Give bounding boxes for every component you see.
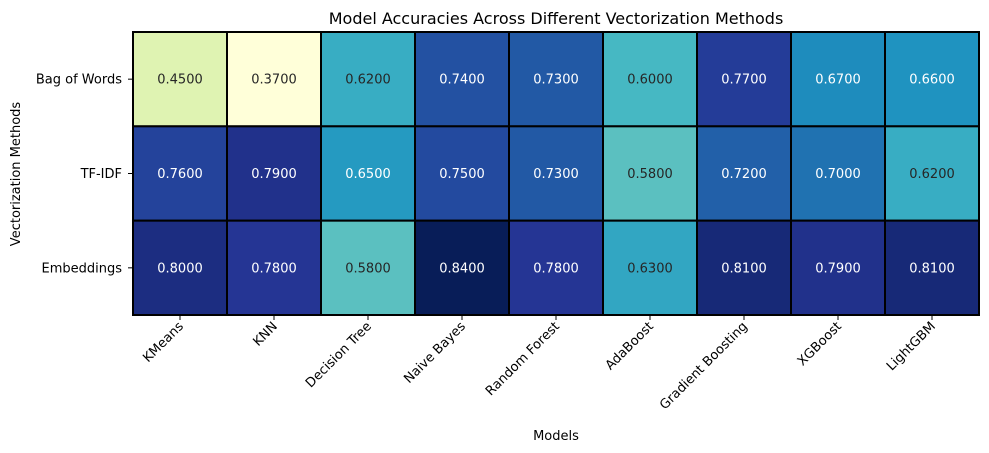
heatmap-cell — [696, 125, 792, 222]
heatmap-cell — [508, 219, 604, 317]
heatmap-cell — [414, 219, 510, 317]
heatmap-cells: 0.4500 0.3700 0.6200 0.7400 0.7300 0.6000 0.77… — [132, 31, 980, 317]
x-tick-label: Naive Bayes — [401, 319, 469, 387]
cell-value-label: 0.5800 — [627, 167, 673, 182]
cell-value-label: 0.7900 — [251, 167, 297, 182]
cell-value-label: 0.7800 — [251, 261, 297, 276]
cell-value-label: 0.3700 — [251, 73, 297, 88]
cell-value-label: 0.6000 — [627, 73, 673, 88]
cell-value-label: 0.8000 — [157, 261, 203, 276]
cell-value-label: 0.8100 — [721, 261, 767, 276]
cell-value-label: 0.7800 — [533, 261, 579, 276]
cell-value-label: 0.6600 — [909, 73, 955, 88]
y-tick-label: TF-IDF — [80, 167, 122, 182]
heatmap-cell — [508, 125, 604, 222]
x-tick-label: KMeans — [140, 319, 187, 366]
cell-value-label: 0.4500 — [157, 73, 203, 88]
heatmap-cell — [226, 31, 322, 128]
y-axis-label: Vectorization Methods — [9, 102, 24, 247]
heatmap-cell — [884, 125, 980, 222]
cell-value-label: 0.8400 — [439, 261, 485, 276]
x-tick-label: AdaBoost — [603, 319, 657, 373]
y-axis-ticks: Bag of Words TF-IDF Embeddings — [36, 73, 133, 276]
heatmap-cell — [790, 125, 886, 222]
x-tick-label: Decision Tree — [303, 319, 375, 391]
x-tick-label: LightGBM — [884, 319, 939, 374]
heatmap-cell — [132, 219, 228, 317]
cell-value-label: 0.6300 — [627, 261, 673, 276]
cell-value-label: 0.6200 — [345, 73, 391, 88]
cell-value-label: 0.7600 — [157, 167, 203, 182]
heatmap-cell — [320, 31, 416, 128]
x-axis-ticks: KMeans KNN Decision Tree Naive Bayes Random … — [140, 315, 939, 413]
x-tick-label: XGBoost — [795, 319, 845, 369]
heatmap-cell — [132, 125, 228, 222]
y-tick-label: Bag of Words — [36, 73, 122, 88]
x-tick-label: KNN — [250, 319, 280, 349]
x-tick-label: Gradient Boosting — [657, 319, 751, 413]
cell-value-label: 0.5800 — [345, 261, 391, 276]
cell-value-label: 0.7500 — [439, 167, 485, 182]
cell-value-label: 0.6200 — [909, 167, 955, 182]
cell-value-label: 0.7400 — [439, 73, 485, 88]
heatmap-cell — [320, 125, 416, 222]
cell-value-label: 0.7900 — [815, 261, 861, 276]
cell-value-label: 0.7300 — [533, 167, 579, 182]
cell-value-label: 0.6500 — [345, 167, 391, 182]
heatmap-cell — [320, 219, 416, 317]
cell-value-label: 0.7700 — [721, 73, 767, 88]
heatmap-cell — [226, 219, 322, 317]
cell-value-label: 0.6700 — [815, 73, 861, 88]
heatmap-cell — [884, 219, 980, 317]
cell-value-label: 0.8100 — [909, 261, 955, 276]
cell-value-label: 0.7000 — [815, 167, 861, 182]
y-tick-label: Embeddings — [41, 261, 122, 276]
heatmap-cell — [790, 31, 886, 128]
heatmap-cell — [602, 31, 698, 128]
cell-value-label: 0.7200 — [721, 167, 767, 182]
x-axis-label: Models — [533, 429, 579, 444]
cell-value-label: 0.7300 — [533, 73, 579, 88]
x-tick-label: Random Forest — [483, 319, 563, 399]
chart-title: Model Accuracies Across Different Vector… — [329, 9, 784, 28]
heatmap-cell — [132, 31, 228, 128]
